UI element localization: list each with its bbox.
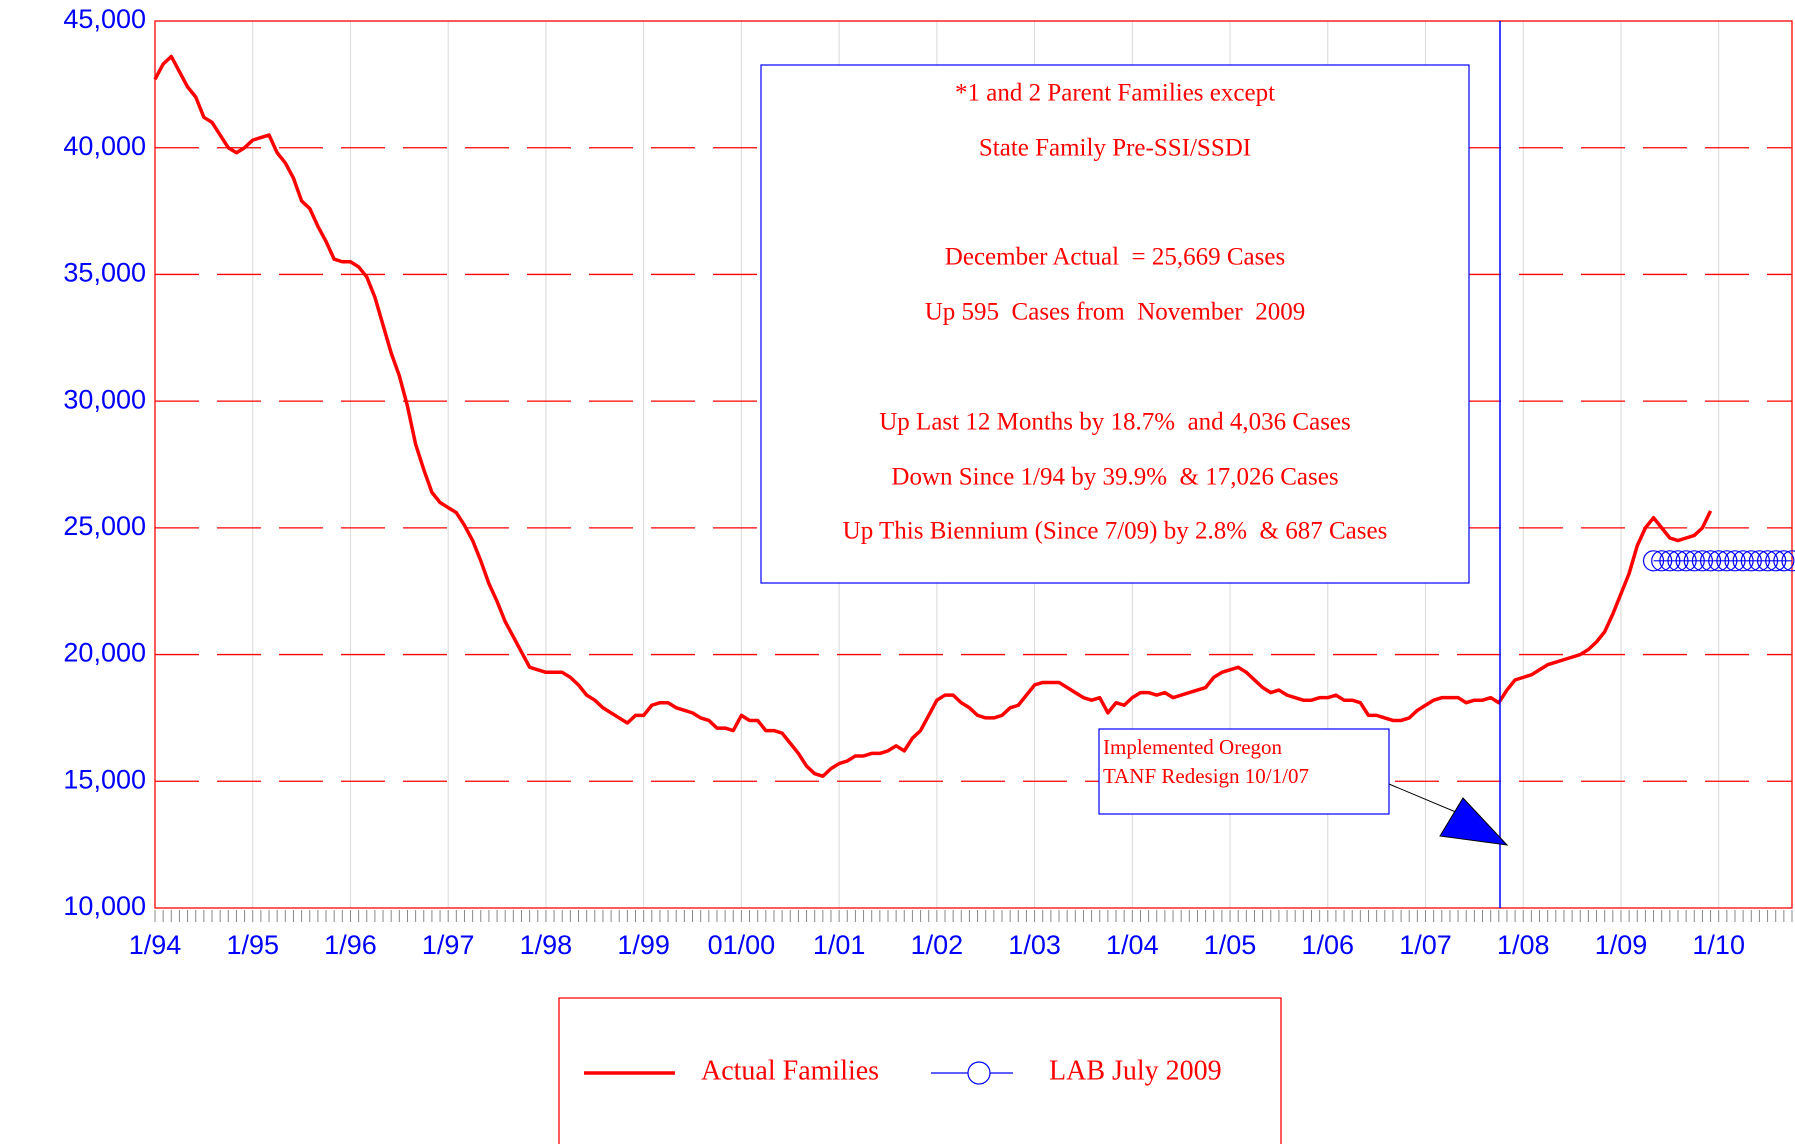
forecast-marker bbox=[1675, 550, 1697, 572]
x-tick-label: 1/05 bbox=[1204, 930, 1257, 960]
x-tick-label: 1/99 bbox=[617, 930, 670, 960]
forecast-marker bbox=[1642, 550, 1665, 572]
legend-label: Actual Families bbox=[701, 1055, 879, 1086]
annotation-text: Down Since 1/94 by 39.9% & 17,026 Cases bbox=[891, 464, 1338, 491]
y-tick-label: 40,000 bbox=[63, 131, 146, 161]
legend-marker bbox=[967, 1061, 991, 1085]
annotation-text: *1 and 2 Parent Families except bbox=[955, 80, 1275, 107]
forecast-marker bbox=[1724, 550, 1746, 572]
x-tick-label: 1/94 bbox=[129, 930, 182, 960]
callout-text: TANF Redesign 10/1/07 bbox=[1103, 764, 1309, 788]
annotation-box bbox=[760, 64, 1470, 584]
y-tick-label: 45,000 bbox=[63, 4, 146, 34]
x-tick-label: 1/06 bbox=[1301, 930, 1354, 960]
forecast-marker bbox=[1651, 550, 1673, 572]
forecast-marker bbox=[1781, 550, 1795, 572]
forecast-marker bbox=[1740, 550, 1762, 572]
forecast-marker bbox=[1773, 550, 1795, 572]
legend-frame bbox=[558, 997, 1282, 1144]
forecast-marker bbox=[1765, 550, 1787, 572]
forecast-marker bbox=[1699, 550, 1722, 572]
callout-box bbox=[1098, 728, 1390, 815]
x-tick-label: 1/96 bbox=[324, 930, 377, 960]
plot-frame bbox=[154, 20, 1793, 909]
y-tick-label: 30,000 bbox=[63, 384, 146, 414]
x-tick-label: 1/04 bbox=[1106, 930, 1159, 960]
forecast-marker bbox=[1683, 550, 1705, 572]
forecast-marker bbox=[1708, 550, 1730, 572]
y-tick-label: 15,000 bbox=[63, 764, 146, 794]
legend-label: LAB July 2009 bbox=[1049, 1055, 1222, 1086]
y-tick-label: 20,000 bbox=[63, 638, 146, 668]
x-tick-label: 1/95 bbox=[226, 930, 279, 960]
y-tick-label: 10,000 bbox=[63, 891, 146, 921]
forecast-marker bbox=[1691, 550, 1714, 572]
callout-text: Implemented Oregon bbox=[1103, 735, 1283, 759]
annotation-text: Up 595 Cases from November 2009 bbox=[925, 299, 1306, 326]
x-tick-label: 1/97 bbox=[422, 930, 475, 960]
x-tick-label: 1/98 bbox=[520, 930, 573, 960]
forecast-marker bbox=[1756, 550, 1779, 572]
y-tick-label: 35,000 bbox=[63, 258, 146, 288]
annotation-text: Up Last 12 Months by 18.7% and 4,036 Cas… bbox=[879, 409, 1351, 436]
forecast-marker bbox=[1716, 550, 1738, 572]
callout-arrowhead bbox=[1439, 797, 1509, 846]
forecast-marker bbox=[1659, 550, 1681, 572]
x-tick-label: 01/00 bbox=[708, 930, 776, 960]
series-line bbox=[153, 54, 1713, 778]
x-tick-label: 1/02 bbox=[911, 930, 964, 960]
forecast-marker bbox=[1732, 550, 1754, 572]
x-tick-label: 1/08 bbox=[1497, 930, 1550, 960]
y-tick-label: 25,000 bbox=[63, 511, 146, 541]
annotation-text: State Family Pre-SSI/SSDI bbox=[979, 135, 1251, 162]
annotation-text: December Actual = 25,669 Cases bbox=[945, 244, 1285, 271]
x-tick-label: 1/03 bbox=[1008, 930, 1061, 960]
forecast-marker bbox=[1748, 550, 1771, 572]
forecast-marker bbox=[1667, 550, 1689, 572]
x-tick-label: 1/09 bbox=[1595, 930, 1648, 960]
x-tick-label: 1/10 bbox=[1692, 930, 1745, 960]
x-tick-label: 1/01 bbox=[813, 930, 866, 960]
x-tick-label: 1/07 bbox=[1399, 930, 1452, 960]
annotation-text: Up This Biennium (Since 7/09) by 2.8% & … bbox=[843, 518, 1388, 545]
